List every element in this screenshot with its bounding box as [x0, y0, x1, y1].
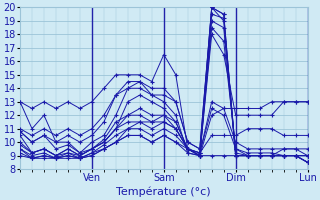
X-axis label: Température (°c): Température (°c) [116, 186, 211, 197]
